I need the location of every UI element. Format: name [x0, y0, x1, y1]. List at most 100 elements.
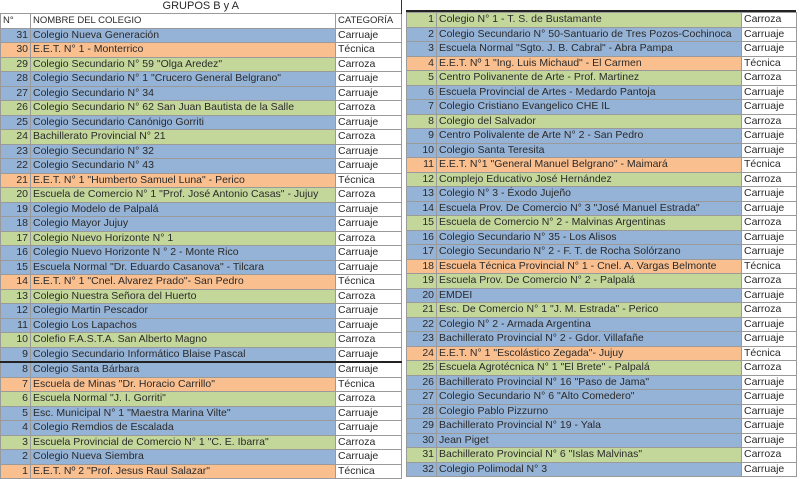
school-name[interactable]: Colegio Nueva Generación	[30, 27, 336, 43]
category[interactable]: Carruaje	[741, 84, 797, 100]
row-number[interactable]: 28	[406, 403, 437, 419]
row-number[interactable]: 3	[0, 434, 31, 450]
category[interactable]: Carruaje	[741, 244, 797, 260]
row-number[interactable]: 9	[406, 128, 437, 144]
category[interactable]: Carruaje	[334, 405, 403, 421]
category[interactable]: Carruaje	[741, 41, 797, 57]
row-number[interactable]: 22	[406, 316, 437, 332]
row-number[interactable]: 29	[0, 56, 31, 72]
school-name[interactable]: Colegio Secundario N° 2 - F. T. de Rocha…	[436, 244, 742, 260]
row-number[interactable]: 20	[406, 287, 437, 303]
school-name[interactable]: Escuela Prov. De Comercio N° 2 - Palpalá	[436, 273, 742, 289]
row-number[interactable]: 23	[406, 331, 437, 347]
category[interactable]: Carruaje	[741, 142, 797, 158]
category[interactable]: Carruaje	[741, 461, 797, 477]
category[interactable]: Carruaje	[334, 303, 403, 319]
row-number[interactable]: 13	[406, 186, 437, 202]
school-name[interactable]: Colegio Nueva Siembra	[30, 449, 336, 465]
row-number[interactable]: 11	[406, 157, 437, 173]
row-number[interactable]: 24	[0, 129, 31, 145]
school-name[interactable]: Colegio Pablo Pizzurno	[436, 403, 742, 419]
school-name[interactable]: E.E.T. N° 1 - Monterrico	[30, 42, 336, 58]
category[interactable]: Carruaje	[334, 143, 403, 159]
row-number[interactable]: 21	[0, 172, 31, 188]
row-number[interactable]: 18	[406, 258, 437, 274]
school-name[interactable]: Colegio Modelo de Palpalá	[30, 201, 336, 217]
category[interactable]: Carruaje	[334, 346, 403, 363]
school-name[interactable]: E.E.T. N° 1 "Escolástico Zegada"- Jujuy	[436, 345, 742, 361]
school-name[interactable]: Escuela de Minas "Dr. Horacio Carrillo"	[30, 376, 336, 392]
school-name[interactable]: Colegio N° 3 - Éxodo Jujeño	[436, 186, 742, 202]
category[interactable]: Carroza	[741, 113, 797, 129]
school-name[interactable]: Escuela Prov. De Comercio N° 3 "José Man…	[436, 200, 742, 216]
category[interactable]: Carroza	[334, 434, 403, 450]
school-name[interactable]: Colegio Secundario N° 59 "Olga Aredez"	[30, 56, 336, 72]
row-number[interactable]: 25	[0, 114, 31, 130]
row-number[interactable]: 30	[0, 42, 31, 58]
category[interactable]: Carruaje	[334, 71, 403, 87]
category[interactable]: Carroza	[741, 447, 797, 463]
school-name[interactable]: Bachillerato Provincial N° 16 "Paso de J…	[436, 374, 742, 390]
category[interactable]: Carruaje	[334, 245, 403, 261]
school-name[interactable]: Escuela Normal "J. I. Gorriti"	[30, 391, 336, 407]
school-name[interactable]: Colegio N° 2 - Armada Argentina	[436, 316, 742, 332]
school-name[interactable]: Colegio Los Lapachos	[30, 317, 336, 333]
row-number[interactable]: 8	[406, 113, 437, 129]
row-number[interactable]: 7	[406, 99, 437, 115]
row-number[interactable]: 32	[406, 461, 437, 477]
school-name[interactable]: Esc. Municipal N° 1 "Maestra Marina Vilt…	[30, 405, 336, 421]
category[interactable]: Técnica	[334, 274, 403, 290]
school-name[interactable]: Complejo Educativo José Hernández	[436, 171, 742, 187]
row-number[interactable]: 17	[0, 230, 31, 246]
row-number[interactable]: 2	[406, 26, 437, 42]
row-number[interactable]: 21	[406, 302, 437, 318]
school-name[interactable]: Escuela de Comercio N° 1 "Prof. José Ant…	[30, 187, 336, 203]
row-number[interactable]: 29	[406, 418, 437, 434]
row-number[interactable]: 31	[0, 27, 31, 43]
row-number[interactable]: 16	[406, 229, 437, 245]
row-number[interactable]: 7	[0, 376, 31, 392]
school-name[interactable]: Colegio Secundario N° 50-Santuario de Tr…	[436, 26, 742, 42]
category[interactable]: Carruaje	[741, 432, 797, 448]
school-name[interactable]: Colegio Nuevo Horizonte N° 1	[30, 230, 336, 246]
category[interactable]: Carruaje	[741, 389, 797, 405]
row-number[interactable]: 24	[406, 345, 437, 361]
school-name[interactable]: Escuela Agrotécnica N° 1 "El Brete" - Pa…	[436, 360, 742, 376]
row-number[interactable]: 19	[406, 273, 437, 289]
row-number[interactable]: 12	[406, 171, 437, 187]
school-name[interactable]: Colegio Secundario N° 1 "Crucero General…	[30, 71, 336, 87]
category[interactable]: Carroza	[741, 70, 797, 86]
row-number[interactable]: 15	[0, 259, 31, 275]
row-number[interactable]: 1	[0, 463, 31, 479]
school-name[interactable]: Escuela Normal "Sgto. J. B. Cabral" - Ab…	[436, 41, 742, 57]
category[interactable]: Carruaje	[334, 158, 403, 174]
school-name[interactable]: Bachillerato Provincial N° 2 - Gdor. Vil…	[436, 331, 742, 347]
row-number[interactable]: 2	[0, 449, 31, 465]
row-number[interactable]: 14	[0, 274, 31, 290]
school-name[interactable]: Centro Polivanente de Arte - Prof. Marti…	[436, 70, 742, 86]
row-number[interactable]: 10	[406, 142, 437, 158]
row-number[interactable]: 5	[0, 405, 31, 421]
school-name[interactable]: E.E.T. N° 1 "Humberto Samuel Luna" - Per…	[30, 172, 336, 188]
row-number[interactable]: 6	[0, 391, 31, 407]
school-name[interactable]: Colegio Mayor Jujuy	[30, 216, 336, 232]
school-name[interactable]: Jean Piget	[436, 432, 742, 448]
school-name[interactable]: Colegio Nuestra Señora del Huerto	[30, 288, 336, 304]
category[interactable]: Carruaje	[741, 128, 797, 144]
row-number[interactable]: 22	[0, 158, 31, 174]
category[interactable]: Carroza	[741, 302, 797, 318]
category[interactable]: Carruaje	[334, 449, 403, 465]
school-name[interactable]: Bachillerato Provincial N° 21	[30, 129, 336, 145]
category[interactable]: Carruaje	[334, 361, 403, 378]
row-number[interactable]: 9	[0, 346, 31, 363]
category[interactable]: Carruaje	[334, 85, 403, 101]
school-name[interactable]: E.E.T. N° 1 "Cnel. Alvarez Prado"- San P…	[30, 274, 336, 290]
school-name[interactable]: Colegio Polimodal N° 3	[436, 461, 742, 477]
row-number[interactable]: 27	[0, 85, 31, 101]
school-name[interactable]: Colegio Santa Teresita	[436, 142, 742, 158]
category[interactable]: Carruaje	[334, 317, 403, 333]
school-name[interactable]: Colegio del Salvador	[436, 113, 742, 129]
school-name[interactable]: Colegio Remdios de Escalada	[30, 420, 336, 436]
category[interactable]: Técnica	[741, 157, 797, 173]
school-name[interactable]: EMDEI	[436, 287, 742, 303]
